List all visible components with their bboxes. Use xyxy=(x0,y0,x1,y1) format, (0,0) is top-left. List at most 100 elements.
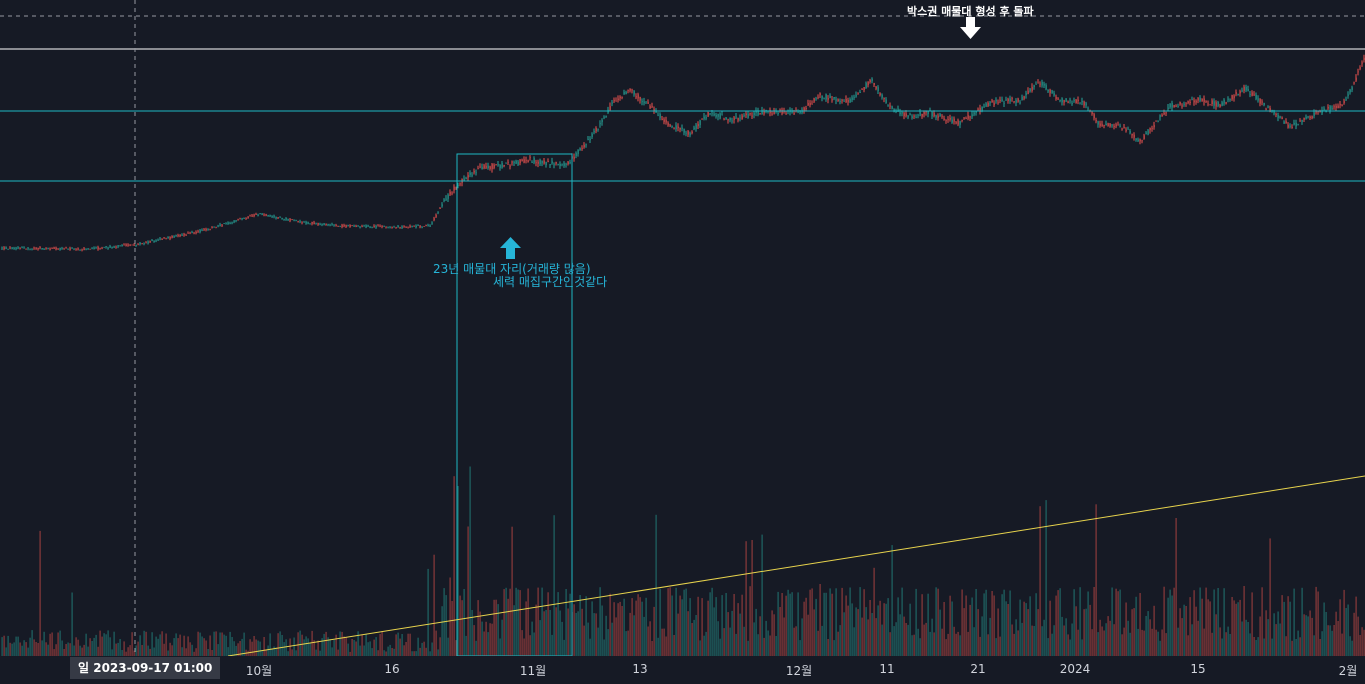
candle-body xyxy=(587,139,589,140)
candle-body xyxy=(1047,89,1049,92)
box-note-line1[interactable]: 23년 매물대 자리(거래량 많음) xyxy=(433,262,591,276)
candle-body xyxy=(831,99,833,101)
volume-bar xyxy=(1303,614,1305,656)
volume-bar xyxy=(643,616,645,656)
candle-body xyxy=(813,98,815,102)
volume-bar xyxy=(1355,596,1357,656)
up-arrow-icon[interactable] xyxy=(500,237,521,259)
volume-bar xyxy=(343,636,345,656)
candle-body xyxy=(1233,95,1235,99)
volume-bar xyxy=(1149,619,1151,656)
candle-body xyxy=(1359,67,1361,70)
candle-body xyxy=(1291,127,1293,128)
volume-bar xyxy=(41,640,43,656)
volume-bar xyxy=(317,640,319,656)
candle-body xyxy=(629,88,631,91)
time-axis[interactable]: 10월 16 11월 13 12월 11 21 2024 15 2월 xyxy=(0,656,1365,684)
volume-bar xyxy=(609,593,611,656)
volume-bar xyxy=(861,617,863,656)
candle-body xyxy=(1349,89,1351,93)
volume-bar xyxy=(379,634,381,656)
candle-body xyxy=(1351,87,1353,90)
volume-bar xyxy=(809,589,811,656)
volume-bar xyxy=(1111,587,1113,656)
candle-body xyxy=(289,219,291,221)
volume-bar xyxy=(387,646,389,656)
volume-bar xyxy=(11,643,13,656)
candle-body xyxy=(783,111,785,112)
candle-body xyxy=(545,161,547,166)
volume-bar xyxy=(377,650,379,656)
volume-bar xyxy=(1161,629,1163,656)
candle-body xyxy=(187,232,189,234)
volume-bar xyxy=(427,568,429,656)
volume-bar xyxy=(1151,628,1153,656)
candle-body xyxy=(503,165,505,166)
volume-bar xyxy=(83,644,85,656)
drawings[interactable] xyxy=(0,0,1365,656)
volume-bar xyxy=(727,612,729,656)
volume-bar xyxy=(71,592,73,656)
volume-bar xyxy=(893,626,895,656)
volume-bar xyxy=(1059,588,1061,656)
candle-body xyxy=(445,198,447,200)
candle-body xyxy=(917,114,919,116)
candle-body xyxy=(39,247,41,249)
volume-bar xyxy=(755,608,757,656)
candle-body xyxy=(235,220,237,221)
volume-bar xyxy=(1115,588,1117,656)
breakout-annotation[interactable]: 박스권 매물대 형성 후 돌파 xyxy=(907,5,1034,18)
candle-body xyxy=(907,115,909,118)
volume-bar xyxy=(875,618,877,656)
volume-bar xyxy=(287,651,289,656)
candle-body xyxy=(727,119,729,121)
candle-body xyxy=(835,99,837,101)
volume-bar xyxy=(833,640,835,656)
candle-body xyxy=(1125,129,1127,132)
accumulation-box[interactable] xyxy=(456,153,573,656)
volume-bar xyxy=(657,637,659,656)
volume-trendline[interactable] xyxy=(227,475,1365,656)
candle-body xyxy=(1337,105,1339,109)
candle-body xyxy=(257,214,259,216)
candle-body xyxy=(763,111,765,114)
down-arrow-icon[interactable] xyxy=(960,17,981,39)
volume-bar xyxy=(523,638,525,656)
volume-bar xyxy=(363,645,365,656)
volume-bar xyxy=(731,610,733,656)
volume-bar xyxy=(1015,619,1017,656)
volume-bar xyxy=(839,625,841,656)
candle-body xyxy=(1253,94,1255,96)
candle-body xyxy=(491,164,493,170)
candle-body xyxy=(1307,116,1309,118)
candle-body xyxy=(661,118,663,120)
volume-bar xyxy=(635,600,637,656)
volume-bar xyxy=(407,633,409,656)
candle-body xyxy=(353,225,355,227)
volume-bar xyxy=(775,636,777,656)
candle-body xyxy=(897,108,899,112)
candle-body xyxy=(25,248,27,250)
candle-body xyxy=(851,97,853,100)
volume-bar xyxy=(439,637,441,656)
candle-body xyxy=(219,224,221,227)
volume-bar xyxy=(207,649,209,656)
volume-bar xyxy=(493,599,495,656)
candle-body xyxy=(847,100,849,103)
candle-body xyxy=(125,244,127,246)
volume-bar xyxy=(399,638,401,656)
volume-bar xyxy=(1183,604,1185,656)
volume-bar xyxy=(589,638,591,656)
volume-bar xyxy=(513,605,515,656)
candle-body xyxy=(889,105,891,107)
candle-body xyxy=(565,163,567,165)
price-chart[interactable] xyxy=(0,0,1365,656)
volume-bar xyxy=(335,634,337,656)
volume-bar xyxy=(817,630,819,656)
volume-bar xyxy=(1117,591,1119,656)
volume-bar xyxy=(1121,634,1123,656)
box-note-line2[interactable]: 세력 매집구간인것같다 xyxy=(493,275,608,289)
candle-body xyxy=(741,115,743,120)
volume-bar xyxy=(249,639,251,656)
